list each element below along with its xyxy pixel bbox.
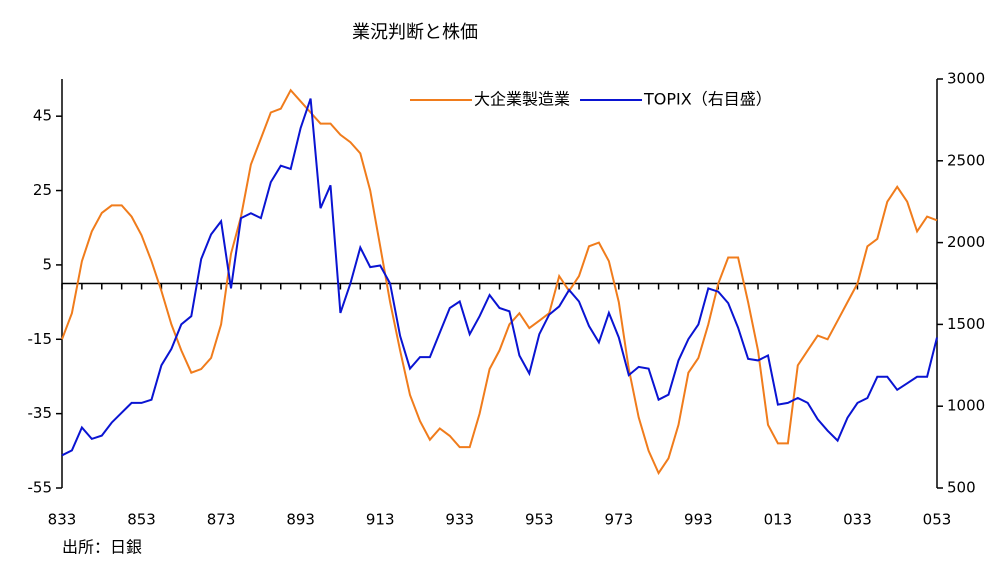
y2-tick-label: 2000 — [947, 233, 985, 251]
series-line — [61, 88, 938, 476]
legend-label: TOPIX（右目盛） — [643, 90, 772, 109]
x-tick-label: 873 — [207, 511, 236, 529]
x-tick-label: 053 — [923, 511, 952, 529]
x-tick-label: 993 — [684, 511, 713, 529]
x-tick-label: 933 — [445, 511, 474, 529]
y2-tick-label: 1500 — [947, 315, 985, 333]
x-tick-label: 833 — [48, 511, 77, 529]
y2-tick-label: 3000 — [947, 70, 985, 88]
series-line — [61, 98, 938, 457]
y-tick-label: -55 — [28, 479, 53, 497]
y-tick-label: 5 — [42, 255, 52, 273]
chart-title: 業況判断と株価 — [352, 22, 478, 43]
y-tick-label: -35 — [28, 404, 53, 422]
x-tick-label: 953 — [525, 511, 554, 529]
legend-label: 大企業製造業 — [474, 90, 570, 109]
x-tick-label: 853 — [127, 511, 156, 529]
x-tick-label: 893 — [286, 511, 315, 529]
source-note: 出所：日銀 — [62, 538, 142, 557]
x-tick-label: 913 — [366, 511, 395, 529]
x-tick-label: 033 — [843, 511, 872, 529]
y-tick-label: 25 — [33, 181, 52, 199]
x-tick-label: 013 — [764, 511, 793, 529]
y-tick-label: -15 — [28, 330, 53, 348]
x-tick-label: 973 — [604, 511, 633, 529]
y2-tick-label: 500 — [947, 479, 976, 497]
y-tick-label: 45 — [33, 107, 52, 125]
y2-tick-label: 1000 — [947, 397, 985, 415]
y2-tick-label: 2500 — [947, 151, 985, 169]
